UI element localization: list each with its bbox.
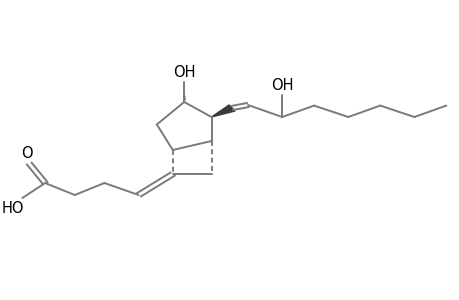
Text: OH: OH [173,65,195,80]
Text: OH: OH [270,78,293,93]
Polygon shape [211,105,235,117]
Text: HO: HO [2,201,24,216]
Text: O: O [21,146,33,160]
